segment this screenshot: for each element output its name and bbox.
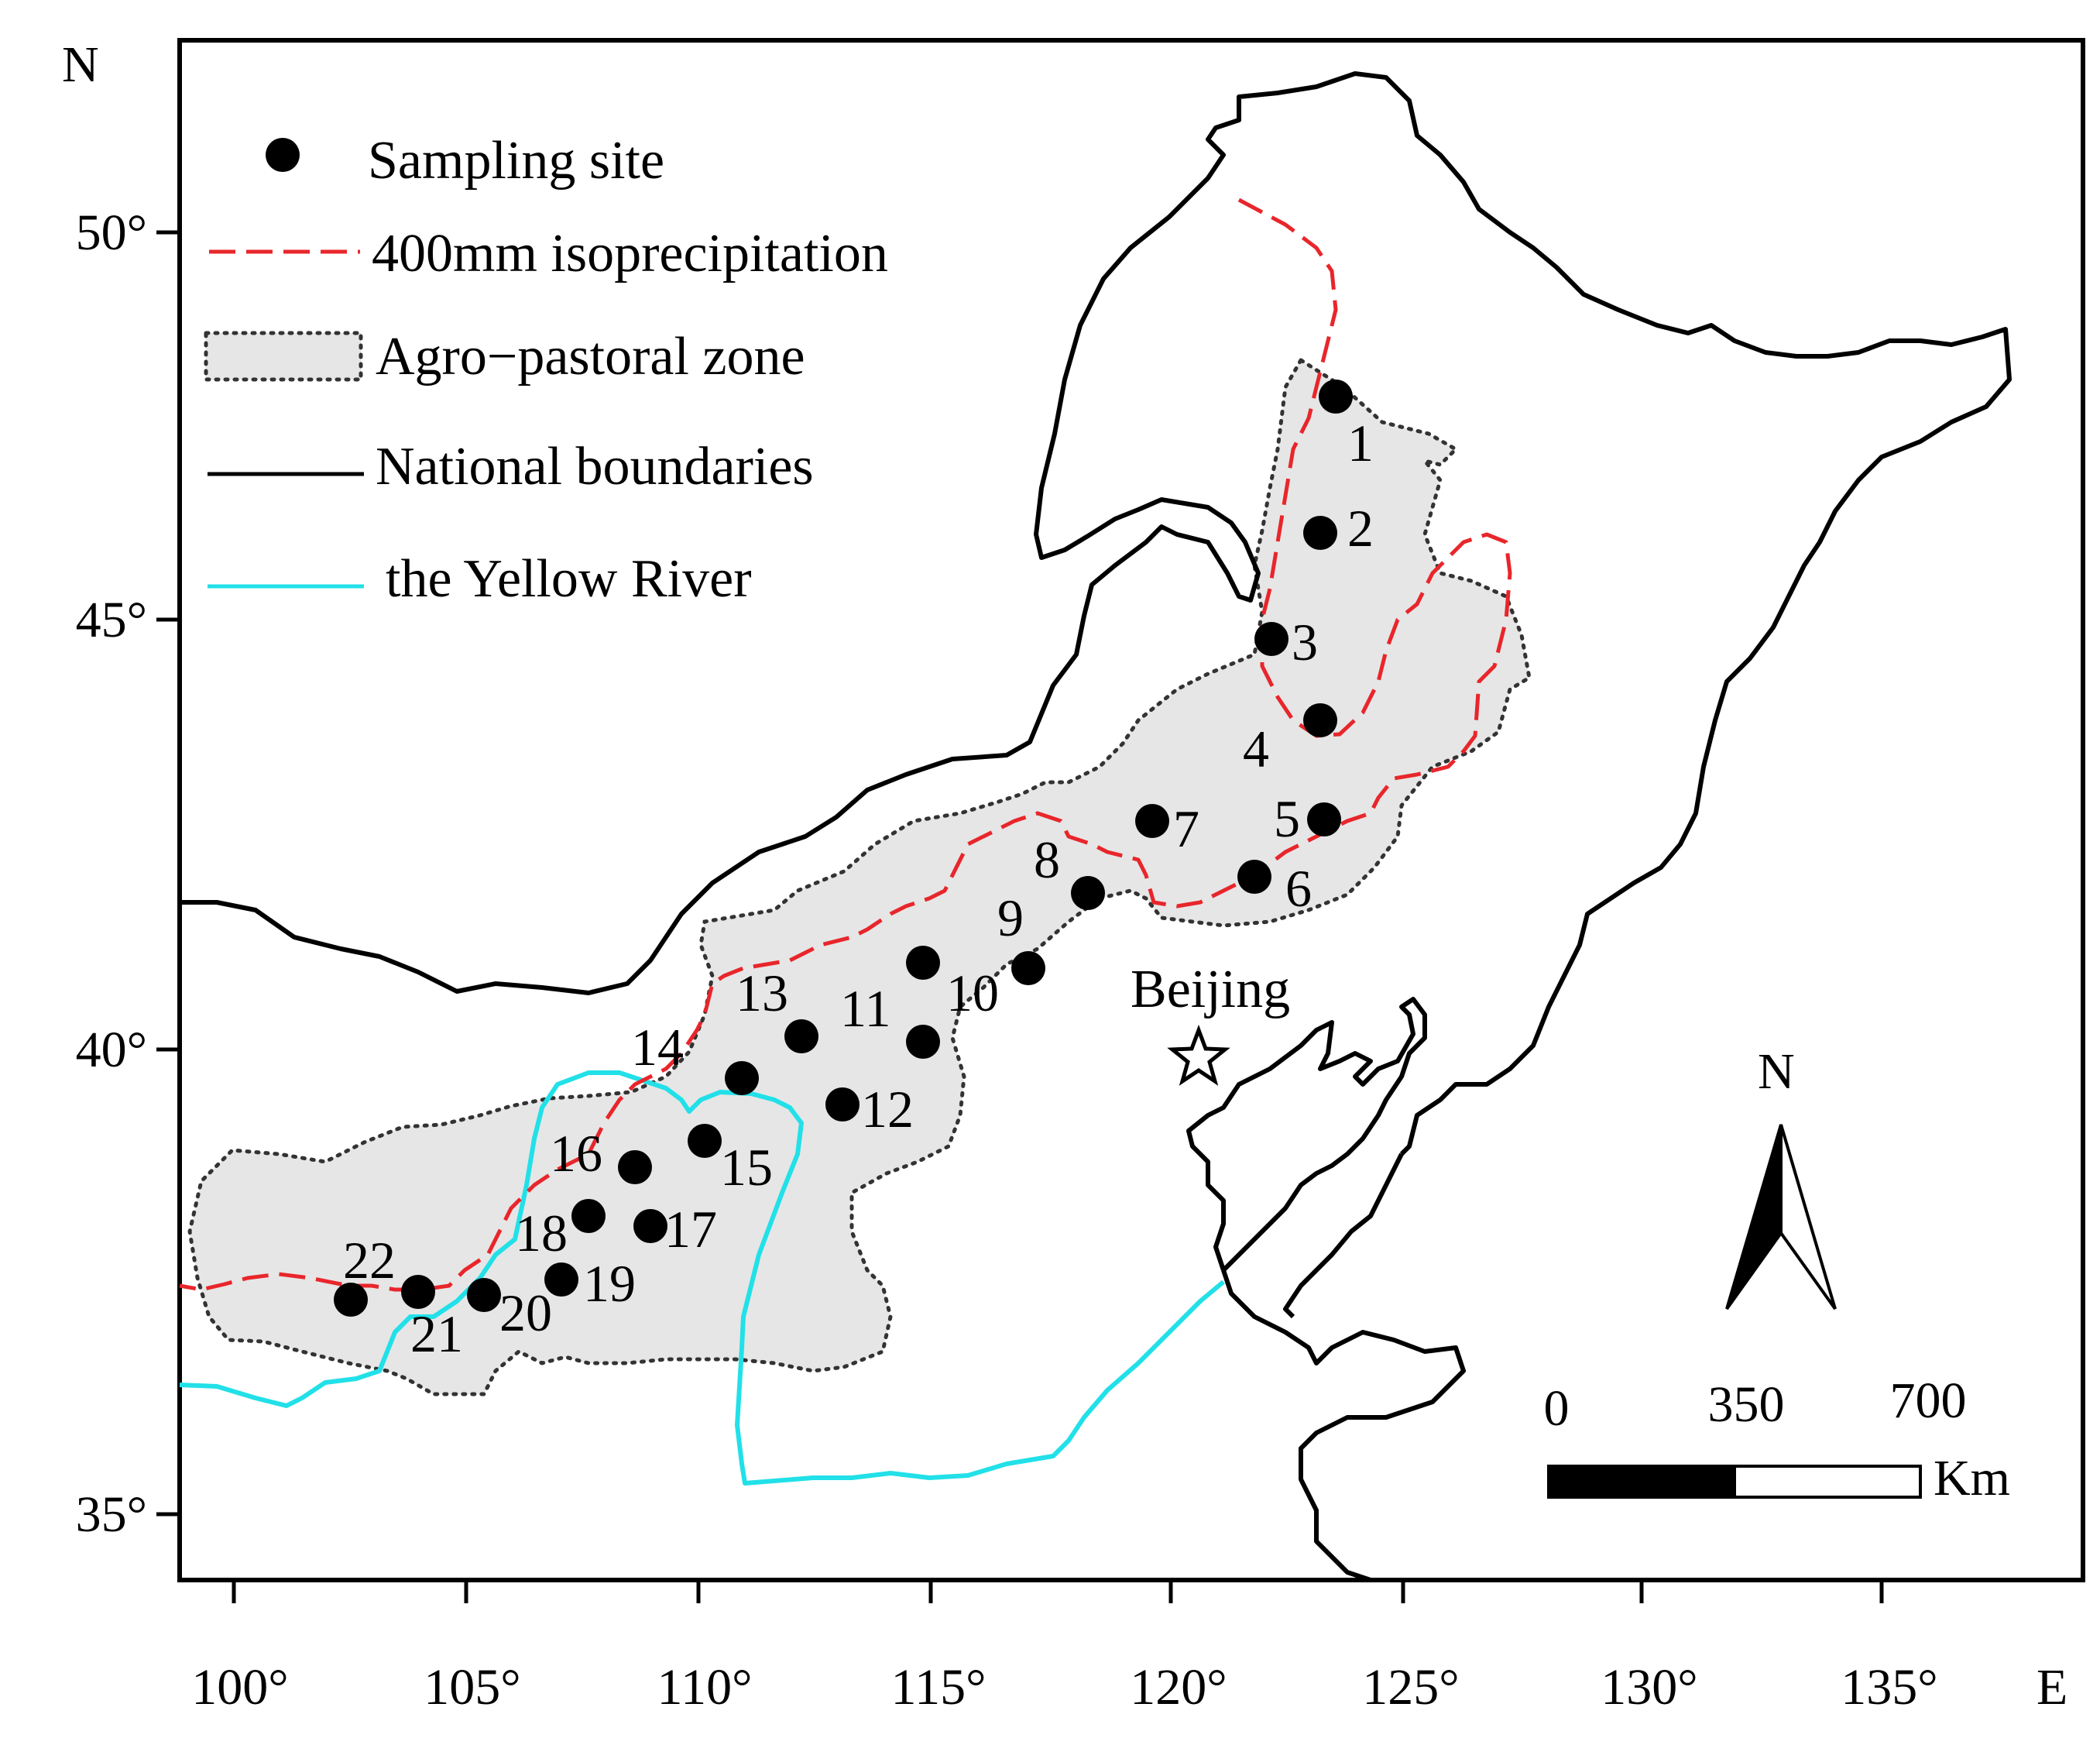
sampling-site-11-label: 11 <box>840 979 890 1038</box>
lon-tick-label-120: 120° <box>1130 1659 1227 1716</box>
sampling-site-4-label: 4 <box>1243 720 1269 778</box>
latitude-tick-labels: 50° 45° 40° 35° <box>76 204 147 1543</box>
lat-tick-label-50: 50° <box>76 204 147 261</box>
legend: Sampling site 400mm isoprecipitation Agr… <box>204 131 888 609</box>
sampling-site-14-label: 14 <box>631 1018 684 1077</box>
legend-label-agro-pastoral-zone: Agro−pastoral zone <box>376 327 805 386</box>
north-arrow-label: N <box>1758 1043 1795 1100</box>
scale-tick-label-350: 350 <box>1708 1376 1785 1433</box>
sampling-site-10-marker <box>906 946 940 980</box>
sampling-site-15-label: 15 <box>720 1138 773 1197</box>
north-arrow-icon <box>1725 1124 1837 1310</box>
sampling-site-18-label: 18 <box>515 1204 568 1262</box>
lat-tick-label-35: 35° <box>76 1486 147 1543</box>
longitude-tick-labels: 100° 105° 110° 115° 120° 125° 130° 135° <box>191 1659 1937 1716</box>
national-boundaries <box>180 71 2012 1582</box>
sampling-site-9-label: 9 <box>997 888 1024 947</box>
sampling-site-13-marker <box>784 1019 818 1053</box>
sampling-site-19-marker <box>544 1262 578 1297</box>
sampling-site-17-label: 17 <box>664 1200 717 1259</box>
sampling-site-21-label: 21 <box>410 1304 463 1363</box>
sampling-site-1-marker <box>1319 380 1353 414</box>
sampling-site-10-label: 10 <box>946 964 999 1022</box>
sampling-site-2-label: 2 <box>1347 499 1374 558</box>
sampling-site-19-label: 19 <box>583 1254 636 1313</box>
sampling-site-6-label: 6 <box>1285 859 1312 918</box>
sampling-site-7-label: 7 <box>1173 799 1199 858</box>
sampling-site-1-label: 1 <box>1347 414 1374 472</box>
scale-bar <box>1547 1465 1922 1499</box>
sampling-site-15-marker <box>688 1124 722 1158</box>
lon-tick-label-100: 100° <box>191 1659 288 1716</box>
beijing-label: Beijing <box>1131 960 1290 1019</box>
sampling-site-21-marker <box>401 1275 435 1309</box>
legend-zone-swatch <box>204 331 363 382</box>
sampling-site-12-marker <box>825 1087 860 1122</box>
sampling-site-6-marker <box>1237 860 1271 894</box>
scale-tick-label-0: 0 <box>1544 1380 1570 1437</box>
lat-tick-label-40: 40° <box>76 1022 147 1078</box>
scale-unit-label: Km <box>1934 1450 2010 1506</box>
sampling-site-16-marker <box>618 1150 652 1184</box>
sampling-site-11-marker <box>906 1025 940 1059</box>
sampling-site-3-marker <box>1254 622 1288 656</box>
scale-tick-label-700: 700 <box>1890 1372 1967 1429</box>
sampling-site-20-marker <box>467 1278 501 1312</box>
lon-tick-label-125: 125° <box>1362 1659 1459 1716</box>
latitude-ticks <box>156 230 180 1517</box>
sampling-site-16-label: 16 <box>550 1124 602 1183</box>
legend-label-sampling-site: Sampling site <box>368 131 664 191</box>
sampling-site-3-label: 3 <box>1292 613 1318 672</box>
legend-label-yellow-river: the Yellow River <box>386 549 752 609</box>
sampling-site-13-label: 13 <box>736 964 788 1022</box>
north-axis-label: N <box>62 36 99 93</box>
sampling-site-12-label: 12 <box>861 1080 914 1139</box>
sampling-site-22-marker <box>334 1283 368 1317</box>
sampling-site-17-marker <box>633 1209 667 1243</box>
lon-tick-label-130: 130° <box>1601 1659 1697 1716</box>
sampling-site-4-marker <box>1303 703 1337 737</box>
sampling-site-14-marker <box>725 1061 759 1095</box>
sampling-site-8-marker <box>1071 876 1105 910</box>
lat-tick-label-45: 45° <box>76 592 147 648</box>
sampling-site-5-label: 5 <box>1274 789 1300 848</box>
agro-pastoral-zone <box>187 357 1532 1396</box>
yellow-river <box>179 1070 1225 1486</box>
sampling-site-8-label: 8 <box>1034 830 1060 889</box>
lon-tick-label-135: 135° <box>1841 1659 1937 1716</box>
sampling-site-20-label: 20 <box>499 1283 552 1342</box>
lon-tick-label-115: 115° <box>891 1659 987 1716</box>
sampling-site-9-marker <box>1011 951 1045 985</box>
sampling-site-18-marker <box>571 1199 606 1233</box>
sampling-site-22-label: 22 <box>343 1231 396 1290</box>
sampling-site-5-marker <box>1307 802 1341 836</box>
lon-tick-label-105: 105° <box>424 1659 520 1716</box>
sampling-site-2-marker <box>1303 516 1337 550</box>
longitude-ticks <box>232 1580 1884 1603</box>
sampling-site-7-marker <box>1135 804 1169 838</box>
legend-site-dot-icon <box>266 138 300 172</box>
legend-label-isoprecipitation: 400mm isoprecipitation <box>372 224 888 283</box>
legend-label-national-boundaries: National boundaries <box>376 437 814 496</box>
east-axis-label: E <box>2037 1659 2067 1716</box>
lon-tick-label-110: 110° <box>657 1659 753 1716</box>
beijing-star-icon <box>1167 1024 1230 1086</box>
